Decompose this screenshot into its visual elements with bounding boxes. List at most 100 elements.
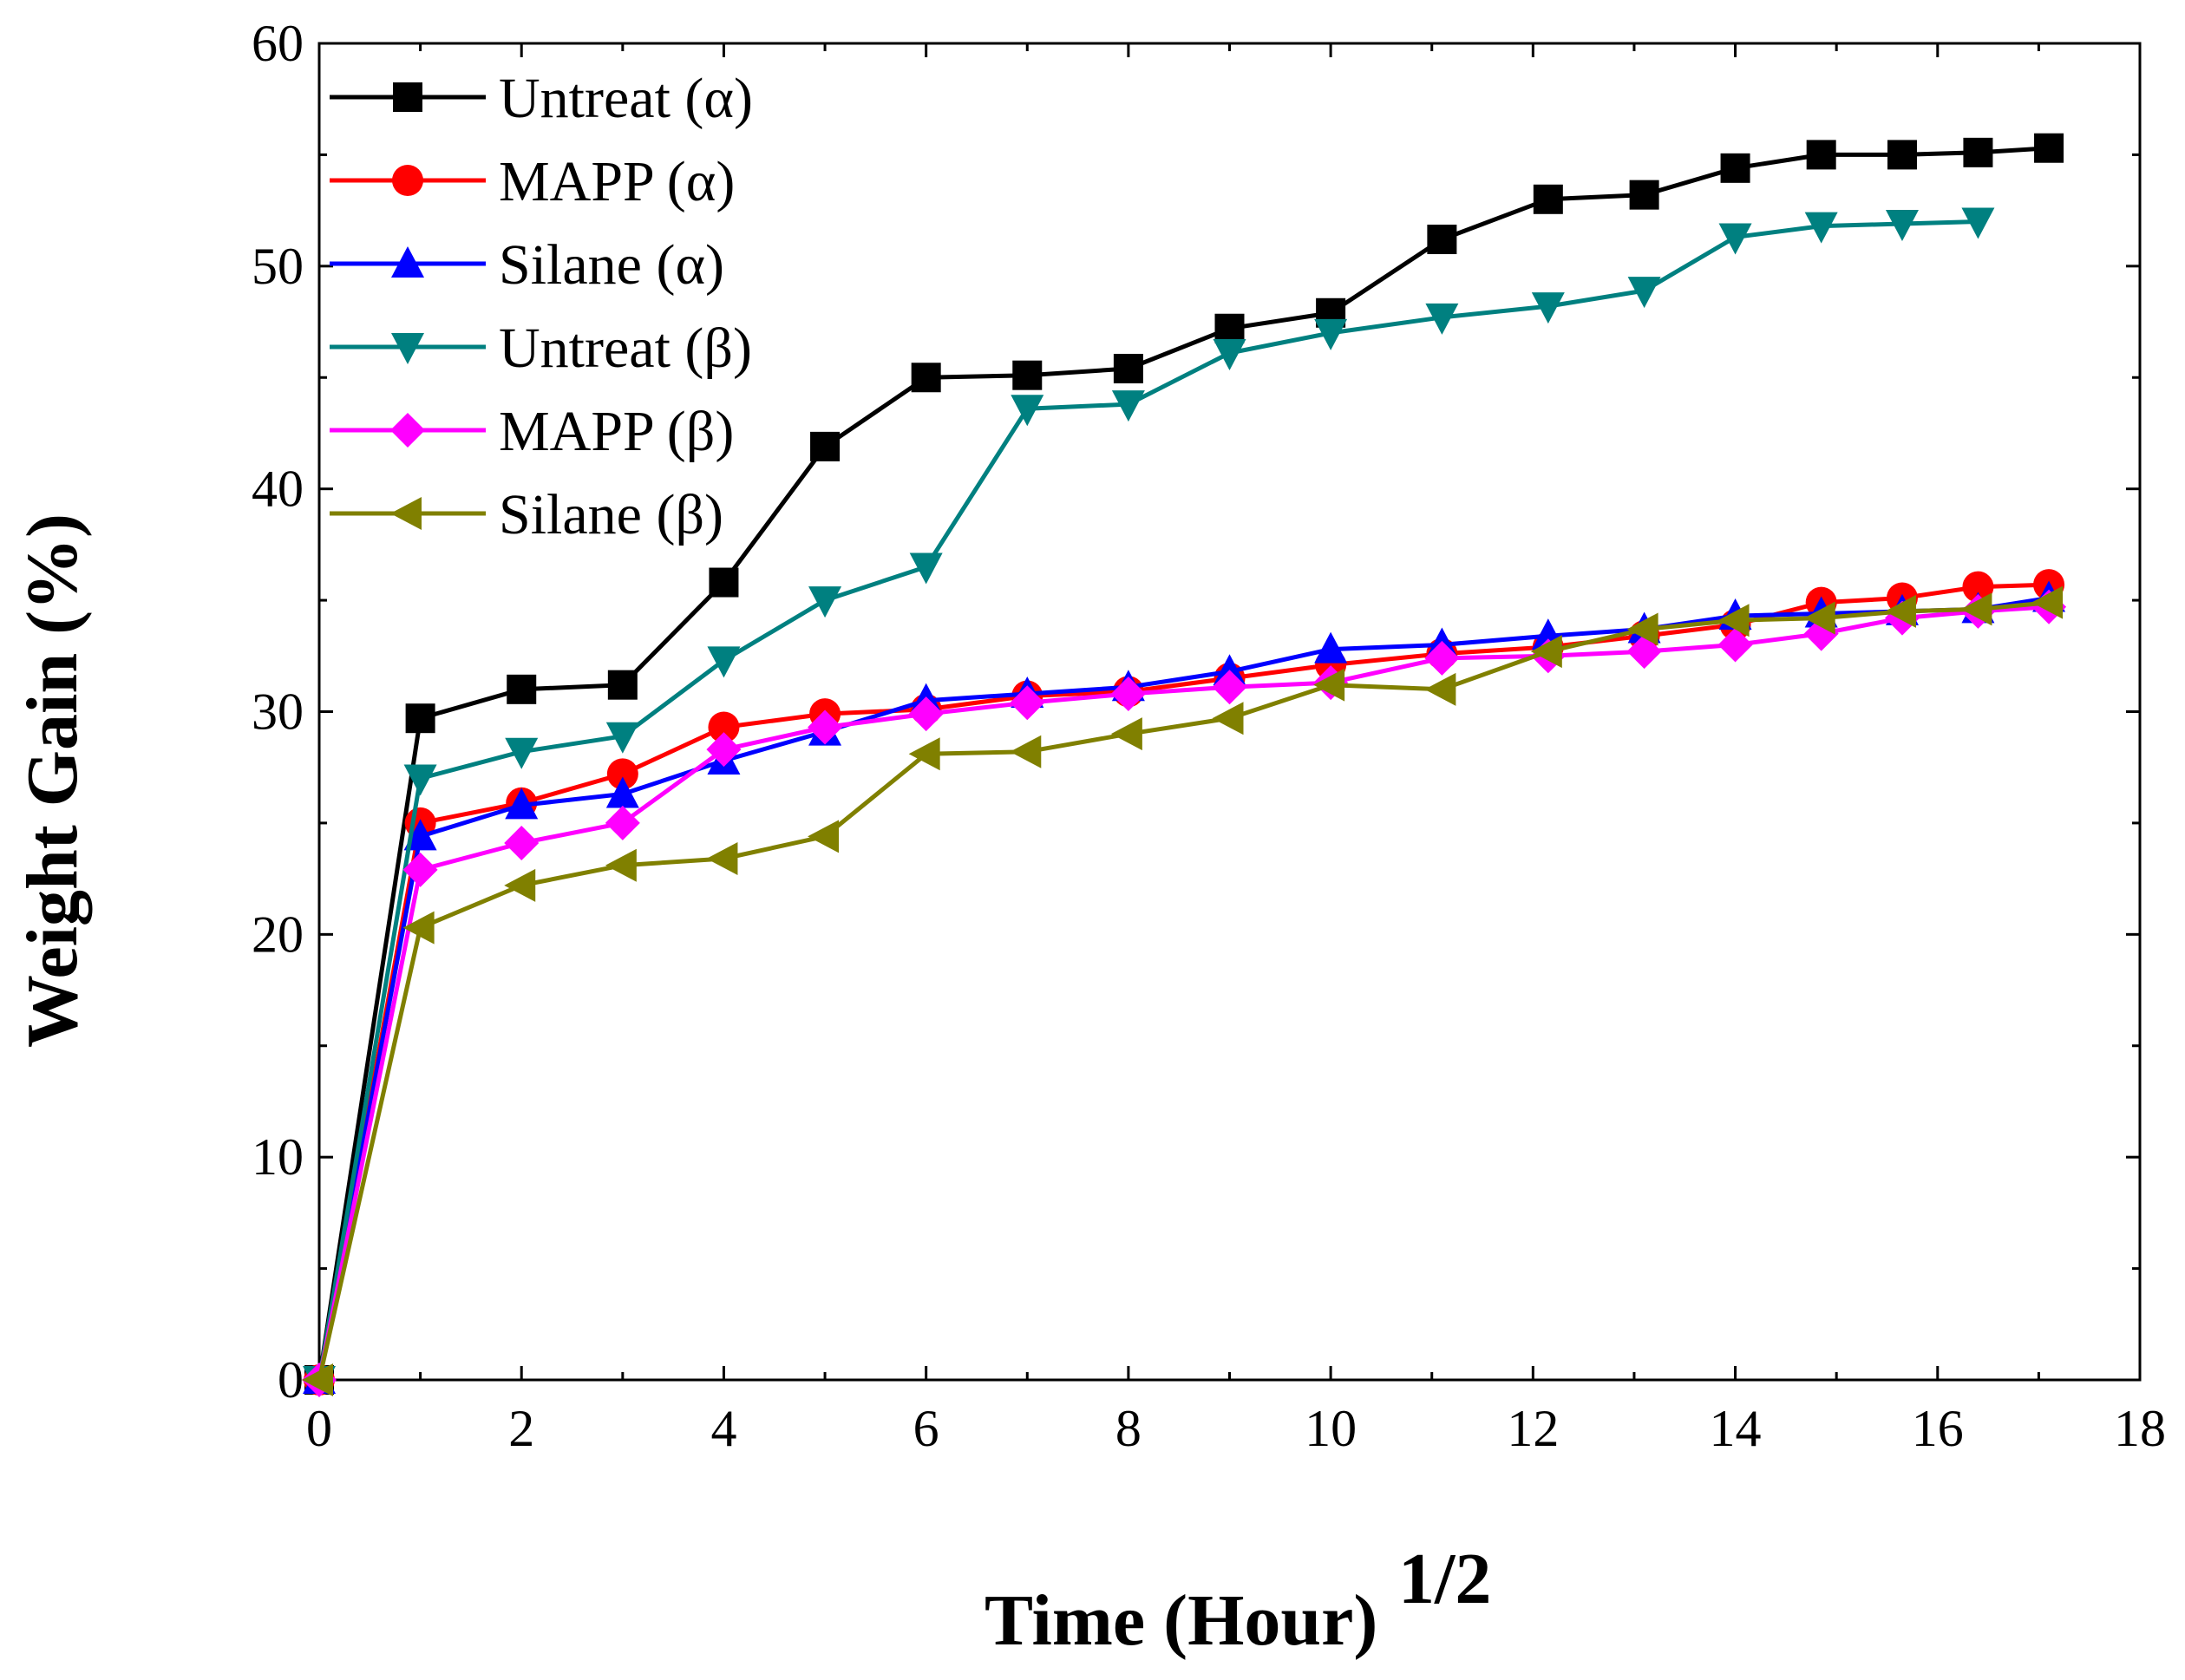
data-point xyxy=(1961,207,1995,239)
series-2 xyxy=(304,569,2065,1396)
data-point xyxy=(607,670,638,700)
data-point xyxy=(706,732,742,768)
data-point xyxy=(908,737,940,771)
legend-label: MAPP (α) xyxy=(499,150,735,213)
data-point xyxy=(605,722,639,754)
data-point xyxy=(402,911,435,945)
series-line xyxy=(317,582,2050,1381)
data-point xyxy=(1718,223,1752,255)
x-tick-label: 0 xyxy=(306,1400,332,1457)
legend-marker xyxy=(393,82,422,112)
series-line xyxy=(317,605,2050,1381)
y-tick-label: 10 xyxy=(252,1128,304,1186)
data-point xyxy=(908,696,944,732)
legend-marker xyxy=(391,333,424,364)
data-point xyxy=(1885,210,1919,242)
x-tick-label: 6 xyxy=(913,1400,939,1457)
y-tick-label: 40 xyxy=(252,461,304,518)
legend-marker xyxy=(390,497,422,530)
data-point xyxy=(606,758,638,790)
data-point xyxy=(1113,353,1143,383)
x-axis-title: Time (Hour) xyxy=(985,1580,1377,1661)
data-point xyxy=(1806,140,1836,170)
legend-item: MAPP (α) xyxy=(330,150,735,213)
data-point xyxy=(1110,717,1142,751)
legend-marker xyxy=(392,165,423,196)
series-3 xyxy=(303,580,2066,1394)
legend: Untreat (α) MAPP (α) Silane (α) Untreat (β)… xyxy=(330,67,753,546)
data-point xyxy=(709,567,739,598)
data-point xyxy=(1213,338,1246,370)
data-point xyxy=(1530,635,1562,669)
data-point xyxy=(1626,612,1658,646)
data-point xyxy=(1533,184,1563,214)
y-tick-label: 0 xyxy=(278,1351,304,1409)
series-group xyxy=(302,133,2067,1397)
data-point xyxy=(302,1363,333,1396)
data-point xyxy=(808,709,843,745)
data-point xyxy=(707,646,741,678)
data-point xyxy=(507,674,537,704)
legend-label: Untreat (α) xyxy=(499,67,753,130)
data-point xyxy=(1803,601,1835,635)
data-point xyxy=(1804,212,1838,244)
x-tick-label: 8 xyxy=(1115,1400,1142,1457)
data-point xyxy=(1425,303,1459,335)
x-tick-label: 4 xyxy=(710,1400,736,1457)
data-point xyxy=(505,737,539,769)
data-point xyxy=(1963,137,1993,167)
x-tick-label: 14 xyxy=(1710,1400,1762,1457)
data-point xyxy=(1884,594,1916,628)
series-6 xyxy=(302,585,2064,1396)
y-axis-title: Weight Gain (%) xyxy=(12,513,93,1048)
x-tick-label: 16 xyxy=(1912,1400,1964,1457)
data-point xyxy=(1424,672,1456,706)
data-point xyxy=(1010,735,1042,768)
data-point xyxy=(808,820,840,853)
y-tick-label: 20 xyxy=(252,905,304,963)
data-point xyxy=(402,852,438,887)
data-point xyxy=(1214,313,1245,343)
data-point xyxy=(1962,571,1994,603)
legend-label: Untreat (β) xyxy=(499,317,752,380)
legend-label: Silane (α) xyxy=(499,233,724,297)
data-point xyxy=(1531,292,1565,324)
data-point xyxy=(1314,318,1348,350)
data-point xyxy=(504,868,536,902)
data-point xyxy=(1424,640,1460,676)
data-point xyxy=(1012,360,1043,390)
legend-marker xyxy=(390,413,425,448)
data-point xyxy=(810,431,841,461)
data-point xyxy=(909,552,943,585)
y-tick-label: 50 xyxy=(252,238,304,295)
data-point xyxy=(1629,180,1659,210)
data-point xyxy=(2031,585,2064,619)
data-point xyxy=(1427,225,1457,255)
data-point xyxy=(504,826,540,861)
data-point xyxy=(1010,685,1045,721)
data-point xyxy=(1314,631,1348,664)
legend-item: Untreat (α) xyxy=(330,67,753,130)
data-point xyxy=(505,788,539,820)
data-point xyxy=(403,819,437,851)
data-point xyxy=(605,805,640,840)
data-point xyxy=(1110,676,1146,711)
data-point xyxy=(1960,592,1992,626)
data-point xyxy=(706,842,738,876)
series-line xyxy=(317,600,2050,1381)
data-point xyxy=(808,586,842,618)
data-point xyxy=(1111,390,1145,422)
data-point xyxy=(2034,133,2064,163)
data-point xyxy=(1011,395,1044,427)
series-line xyxy=(317,596,2050,1381)
legend-item: Silane (α) xyxy=(330,233,724,297)
x-tick-label: 2 xyxy=(508,1400,534,1457)
data-point xyxy=(605,848,637,882)
data-point xyxy=(1313,668,1345,702)
data-point xyxy=(1212,670,1247,705)
y-tick-label: 60 xyxy=(252,15,304,72)
data-point xyxy=(605,776,639,808)
data-point xyxy=(708,711,740,743)
